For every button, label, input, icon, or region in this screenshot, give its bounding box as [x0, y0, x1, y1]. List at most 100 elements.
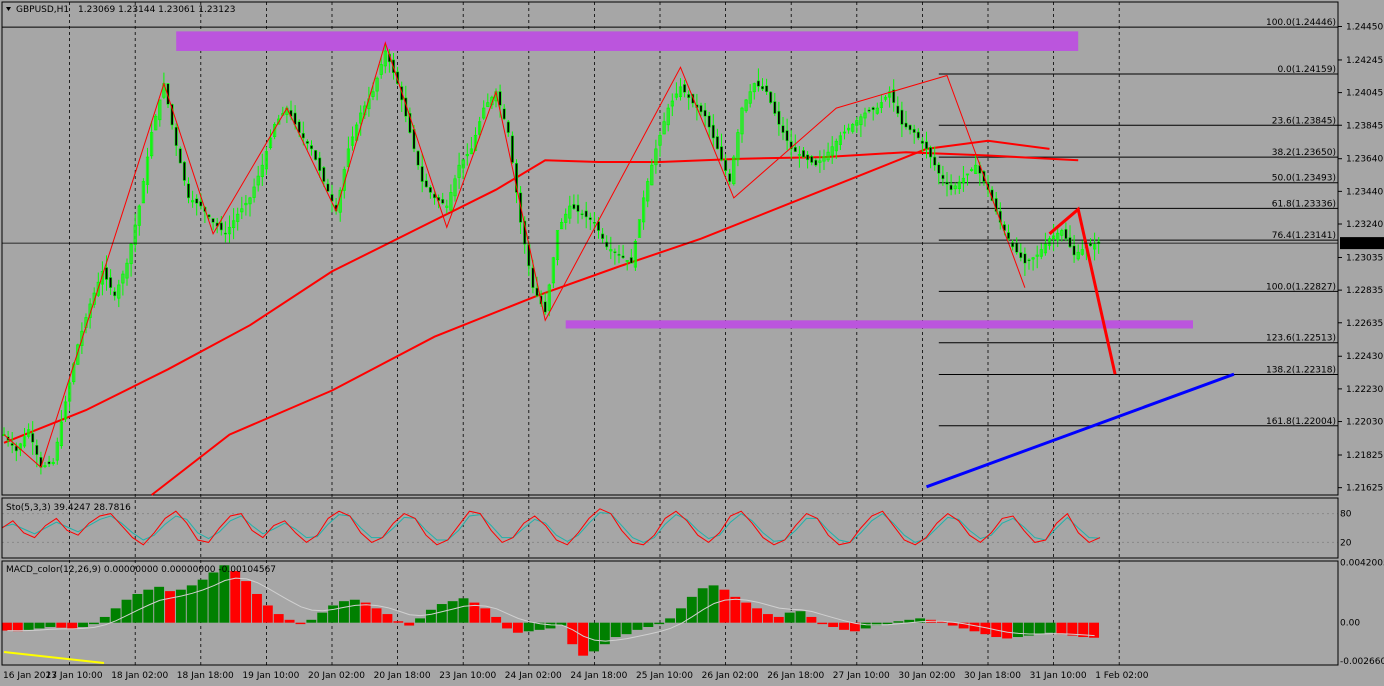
stochastic-signal-line: [1, 512, 1101, 543]
candles: [2, 43, 1101, 475]
macd-bar: [1056, 622, 1067, 635]
x-tick-label: 19 Jan 10:00: [242, 671, 299, 681]
zones: [176, 31, 1193, 329]
candle-body: [769, 91, 773, 103]
price-panel[interactable]: 100.0(1.24446) 0.0(1.24159) 23.6(1.23845) 3…: [1, 1, 1384, 665]
candle-body: [847, 127, 851, 131]
candle-body: [117, 284, 121, 299]
candle-body: [625, 260, 629, 262]
candle-body: [719, 146, 723, 161]
candle-body: [740, 107, 744, 135]
candle-body: [256, 175, 260, 186]
candle-body: [264, 151, 269, 170]
candle-body: [875, 107, 879, 114]
candle-body: [236, 213, 240, 222]
macd-bar: [502, 622, 512, 629]
candle-body: [929, 147, 933, 158]
candle-body: [223, 232, 227, 235]
candle-body: [605, 241, 609, 248]
trendline[interactable]: [925, 372, 1235, 489]
candle-body: [469, 148, 474, 155]
candle-body: [683, 84, 687, 93]
candle-body: [900, 109, 904, 125]
candle-body: [219, 222, 223, 231]
candle-body: [896, 105, 900, 114]
candle-body: [609, 249, 613, 252]
y-tick-label: 1.22030: [1346, 418, 1383, 428]
candle-body: [1023, 253, 1027, 264]
y-tick-label: 1.21825: [1346, 451, 1383, 461]
candle-body: [195, 198, 199, 204]
y-tick-label: 1.23845: [1346, 121, 1383, 131]
macd-bar: [339, 601, 349, 623]
candle-body: [551, 257, 556, 284]
candle-body: [674, 93, 679, 98]
candle-body: [1093, 244, 1097, 250]
candle-body: [637, 219, 642, 238]
macd-bar: [143, 589, 154, 623]
fib-level-label: 0.0(1.24159): [1277, 65, 1336, 75]
candle-body: [916, 131, 920, 139]
stochastic-lines: [1, 508, 1338, 546]
fibonacci-levels[interactable]: 100.0(1.24446) 0.0(1.24159) 23.6(1.23845) 3…: [2, 18, 1338, 427]
candle-body: [441, 199, 445, 204]
candle-body: [953, 185, 957, 190]
candle-body: [1015, 242, 1019, 253]
x-tick-label: 16 Jan 2023: [3, 671, 57, 681]
candle-body: [933, 156, 937, 166]
macd-bar: [589, 622, 599, 652]
y-tick-label: 1.24045: [1346, 89, 1383, 99]
macd-bar: [654, 622, 665, 625]
fib-level-label: 23.6(1.23845): [1272, 116, 1336, 126]
candle-body: [728, 173, 732, 182]
candle-body: [133, 224, 137, 245]
macd-bar: [371, 608, 382, 623]
candle-body: [654, 148, 658, 166]
chevron-down-icon[interactable]: [6, 7, 11, 11]
macd-bar: [208, 572, 219, 623]
candle-body: [326, 183, 330, 192]
candle-body: [1080, 249, 1084, 255]
candle-body: [965, 173, 970, 176]
projection-line: [1048, 206, 1117, 375]
candle-body: [621, 255, 625, 259]
macd-bar: [175, 589, 186, 623]
candle-body: [555, 230, 560, 260]
y-tick-label: 1.23640: [1346, 155, 1383, 165]
candle-body: [871, 107, 875, 111]
candle-body: [810, 156, 814, 163]
macd-bar: [241, 581, 252, 623]
candle-body: [576, 204, 580, 212]
candle-body: [961, 177, 966, 183]
macd-bar: [904, 619, 915, 623]
candle-body: [1076, 251, 1080, 260]
macd-bar: [567, 622, 578, 645]
macd-bar: [1089, 622, 1099, 638]
candle-body: [416, 150, 420, 166]
macd-bar: [1034, 622, 1045, 635]
candle-body: [1072, 245, 1076, 256]
candle-body: [1031, 257, 1035, 260]
candle-body: [646, 181, 650, 202]
candle-body: [80, 330, 84, 346]
candle-body: [814, 159, 818, 166]
macd-bar: [512, 622, 523, 633]
macd-bar: [719, 589, 730, 623]
macd-bar: [936, 621, 947, 623]
macd-bar: [893, 621, 904, 623]
candle-body: [650, 164, 654, 186]
macd-bar: [915, 618, 926, 623]
candle-body: [510, 135, 514, 163]
stochastic-panel[interactable]: Sto(5,3,3) 39.4247 28.7816: [1, 503, 1338, 546]
candle-body: [658, 134, 662, 146]
macd-bar: [273, 614, 284, 623]
zigzag-line: [3, 41, 1026, 469]
macd-bar: [860, 622, 871, 629]
macd-panel[interactable]: MACD_color(12,26,9) 0.00000000 0.0000000…: [2, 565, 1099, 664]
candle-body: [806, 154, 810, 161]
y-tick-label: 1.23035: [1346, 253, 1383, 263]
candle-body: [662, 121, 666, 135]
macd-bar: [56, 622, 67, 628]
macd-bar: [643, 622, 654, 627]
